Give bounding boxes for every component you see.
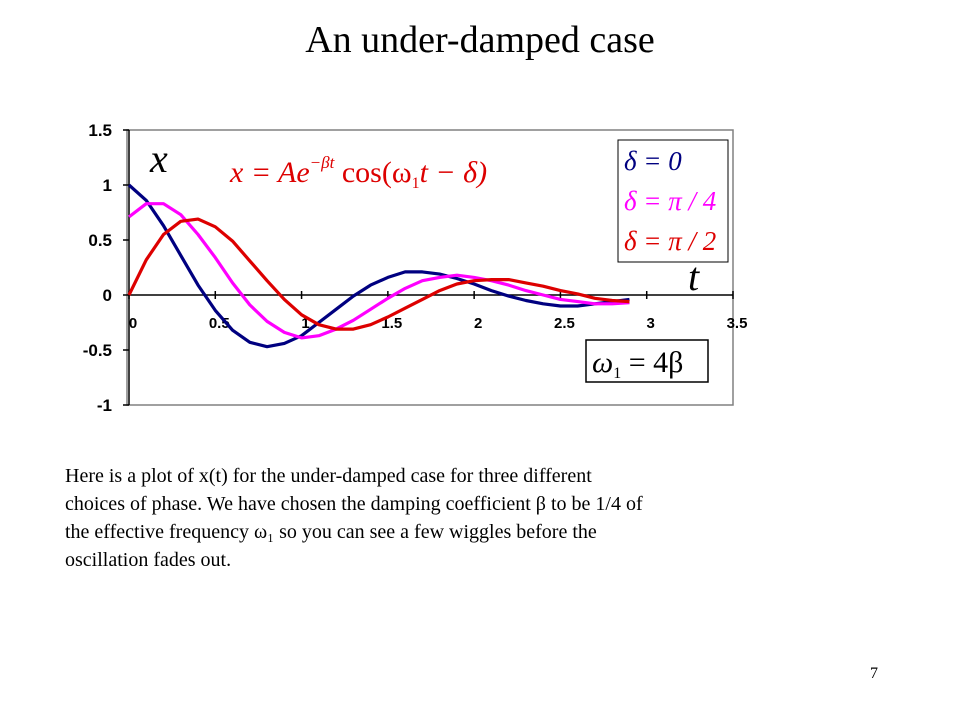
- paragraph-line: choices of phase. We have chosen the dam…: [65, 493, 643, 515]
- formula-part: cos(ω: [334, 156, 411, 189]
- omega-box: [585, 339, 709, 383]
- x-tick-label: 2.5: [554, 315, 575, 332]
- slide-title: An under-damped case: [305, 19, 655, 61]
- omega-relation: ω1 = 4β: [592, 346, 683, 382]
- x-tick-label: 1: [301, 315, 309, 332]
- legend-entry: δ = π / 2: [624, 226, 716, 256]
- formula-part: −βt: [310, 153, 336, 172]
- y-tick-label: 1: [103, 176, 112, 195]
- paragraph-line: the effective frequency ω₁ so you can se…: [65, 521, 597, 543]
- paragraph: Here is a plot of x(t) for the under-dam…: [65, 465, 643, 571]
- y-tick-label: 0.5: [88, 231, 112, 250]
- x-tick-label: 3.5: [727, 315, 748, 332]
- omega-part: 1: [613, 365, 621, 382]
- formula-part: 1: [412, 175, 420, 192]
- formula: x = Ae−βt cos(ω1t − δ): [229, 153, 487, 192]
- x-tick-label: 3: [647, 315, 655, 332]
- x-tick-label: 0: [129, 315, 137, 332]
- page-number: 7: [870, 665, 878, 682]
- series-line: [127, 183, 630, 349]
- t-variable: t: [688, 254, 700, 299]
- legend-entry: δ = 0: [624, 146, 682, 176]
- paragraph-line: oscillation fades out.: [65, 549, 231, 571]
- y-tick-label: -1: [97, 396, 112, 415]
- y-tick-label: 1.5: [88, 121, 112, 140]
- plot-area: [126, 129, 734, 406]
- omega-part: ω: [592, 346, 613, 379]
- formula-part: t − δ): [420, 156, 488, 189]
- x-tick-label: 2: [474, 315, 482, 332]
- omega-part: = 4β: [621, 346, 683, 379]
- legend: δ = 0 δ = π / 4 δ = π / 2: [624, 146, 716, 256]
- legend-box: [617, 139, 729, 263]
- y-variable: x: [149, 136, 168, 181]
- series-line: [128, 202, 630, 340]
- paragraph-line: Here is a plot of x(t) for the under-dam…: [65, 465, 592, 487]
- legend-entry: δ = π / 4: [624, 186, 716, 216]
- plot: -1-0.500.511.50 0.5 1 1.5 2 2.5 3 3.5: [83, 121, 748, 415]
- y-tick-label: 0: [103, 286, 112, 305]
- y-tick-label: -0.5: [83, 341, 112, 360]
- series-line: [127, 217, 630, 331]
- formula-part: x = Ae: [229, 156, 310, 189]
